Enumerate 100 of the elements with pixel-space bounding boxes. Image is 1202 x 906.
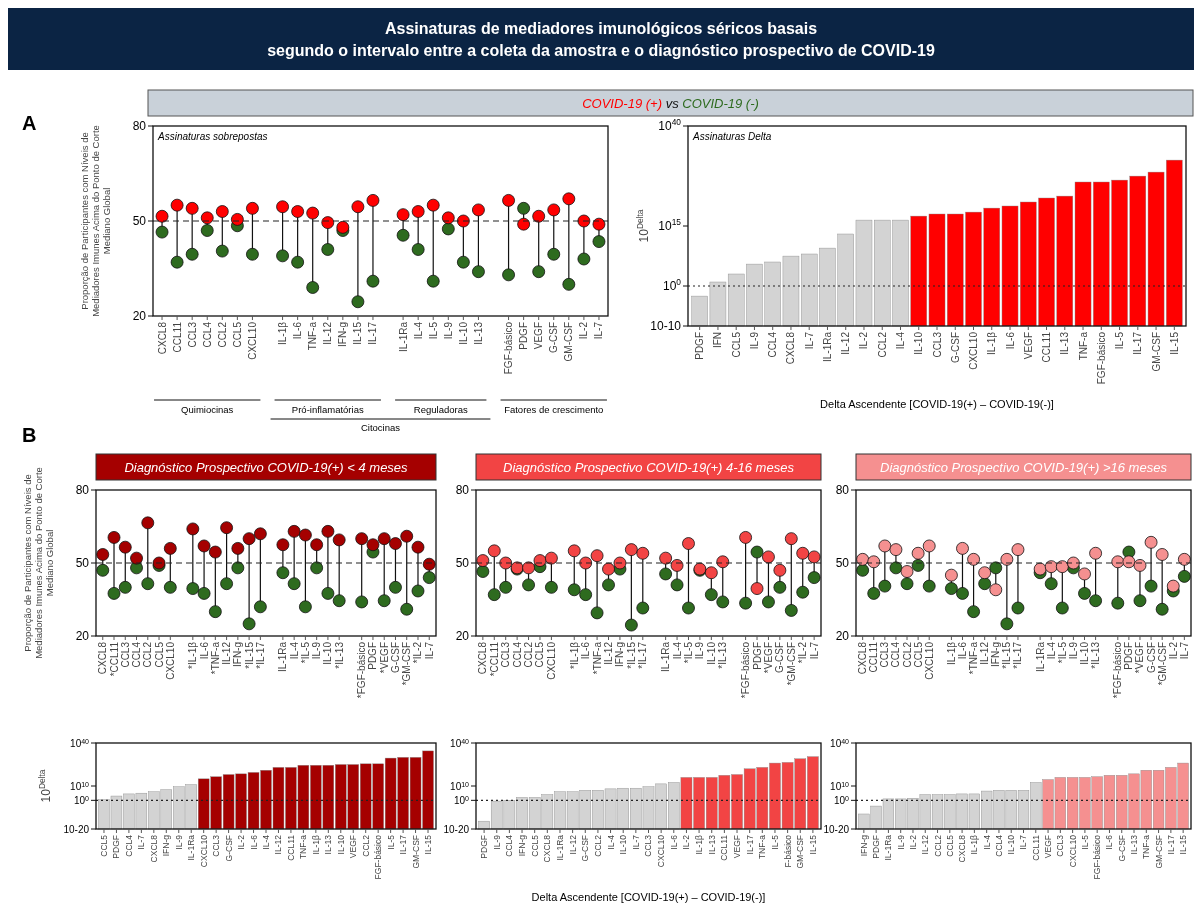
x-tick-label: IL-10 [322,641,334,665]
x-tick-label: GM-CSF [1153,835,1164,869]
x-tick-label: PDGF [111,835,122,859]
x-tick-label: *IL-15 [1001,641,1013,669]
x-tick-label: PDGF [518,322,530,350]
x-tick-label: *CCL11 [488,641,500,677]
x-tick-label: IFN-g [337,322,349,347]
x-tick-label: CXCL10 [923,641,935,680]
x-tick-label: IL-6 [956,641,968,660]
x-tick-label: IL-6 [1104,834,1115,850]
x-tick-label: CCL5 [98,834,109,857]
x-tick-label: IL-6 [292,321,304,340]
x-tick-label: IL-6 [248,834,259,850]
x-tick-label: GM-CSF [410,835,421,869]
text: Citocinas [360,422,401,433]
x-tick-label: IFN-g [161,834,172,857]
x-tick-label: GM-CSF [795,835,806,869]
x-tick-label: CCL11 [1030,834,1041,861]
x-tick-label: FGF-básico [1095,331,1107,385]
x-tick-label: IL-7 [423,641,435,660]
x-tick-label: CCL3 [186,321,198,348]
x-tick-label: IL-17 [1132,331,1144,355]
x-tick-label: CCL3 [119,641,131,668]
x-tick-label: IL-1Ra [397,321,409,353]
chart-title: Diagnóstico Prospectivo COVID-19(+) >16 meses [880,460,1168,475]
x-tick-label: CCL11 [285,834,296,861]
x-tick-label: *IL-1β [187,641,199,669]
x-tick-label: IL-6 [580,641,592,660]
x-tick-label: CCL3 [643,834,654,857]
y-tick-label: 10$^{10}$ [830,780,850,792]
x-tick-label: CCL2 [523,641,535,668]
x-tick-label: IL-1Ra [186,834,197,861]
x-tick-label: IL-15 [807,834,818,855]
x-tick-label: G-CSF [1116,835,1127,862]
x-tick-label: *GM-CSF [785,642,797,686]
x-tick-label: GM-CSF [1150,332,1162,372]
x-tick-label: TNF-a [1141,834,1152,860]
y-tick-label: 20 [835,629,850,643]
x-tick-label: IL-12 [273,834,284,855]
x-tick-label: IL-1Ra [1034,641,1046,673]
x-tick-label: CCL2 [216,321,228,348]
x-tick-label: GM-CSF [563,322,575,362]
x-tick-label: IL-10 [705,641,717,665]
x-tick-label: IL-1β [945,641,957,665]
x-tick-label: PDGF [751,642,763,670]
x-tick-label: CXCL8 [857,641,869,675]
y-axis-title: Proporção de Participantes com Níveis de Mediadores Imunes Acima do Ponto de Corte Mediano Global [79,125,112,317]
x-tick-label: CCL5 [231,321,243,348]
x-tick-label: IL-4 [412,321,424,340]
x-tick-label: *IL-17 [254,641,266,669]
x-tick-label: IL-13 [323,834,334,855]
x-tick-label: IL-4 [981,834,992,850]
text: COVID-19 (-) [682,96,759,111]
x-tick-label: IFN-g [614,642,626,667]
x-tick-label: CXCL10 [198,834,209,868]
x-tick-label: *IL-15 [625,641,637,669]
x-tick-label: FGF-básico [373,834,384,880]
x-tick-label: G-CSF [223,835,234,862]
chart-title: Diagnóstico Prospectivo COVID-19(+) 4-16 meses [503,460,795,475]
x-tick-label: IL-6 [198,641,210,660]
x-tick-label: *TNF-a [591,641,603,675]
x-tick-label: IL-5 [385,834,396,850]
x-tick-label: IL-12 [567,834,578,855]
text: Pró-inflamatórias [291,404,364,415]
x-tick-label: IL-2 [907,834,918,850]
x-tick-label: IL-17 [1165,834,1176,855]
x-tick-label: IL-9 [491,834,502,850]
x-tick-label: FGF-básico [503,321,515,375]
y-tick-label: 20 [455,629,470,643]
text: Quimiocinas [181,404,234,415]
x-tick-label: IL-7 [803,331,815,350]
x-tick-label: CXCL8 [97,641,109,675]
x-tick-label: *IL-5 [299,641,311,664]
x-tick-label: IL-10 [1079,641,1091,665]
x-tick-label: IL-15 [1178,834,1189,855]
x-tick-label: VEGF [1043,835,1054,859]
x-tick-label: IL-4 [288,641,300,660]
x-tick-label: CCL4 [123,834,134,857]
x-tick-label: CCL3 [211,834,222,857]
x-tick-label: IL-1Ra [277,641,289,673]
x-tick-label: IFN-g [858,834,869,857]
x-tick-label: *IL-17 [637,641,649,669]
x-tick-label: *IL-5 [682,641,694,664]
x-tick-label: IL-7 [593,321,605,340]
x-tick-label: *IL-2 [797,641,809,664]
x-tick-label: IL-13 [472,321,484,345]
x-tick-label: CCL5 [912,641,924,668]
x-tick-label: IL-10 [618,834,629,855]
x-tick-label: CXCL10 [656,834,667,868]
x-tick-label: CCL5 [529,834,540,857]
x-tick-label: *GM-CSF [1156,642,1168,686]
y-tick-label: 10$^{0}$ [453,794,470,807]
x-tick-label: CXCL10 [246,321,258,360]
x-tick-label: TNF-a [307,321,319,351]
text: COVID-19 (+) [582,96,663,111]
x-tick-label: G-CSF [774,642,786,674]
x-tick-label: IL-4 [671,641,683,660]
y-tick-label: 50 [835,556,850,570]
y-tick-label: 20 [75,629,90,643]
y-tick-label: 50 [75,556,90,570]
